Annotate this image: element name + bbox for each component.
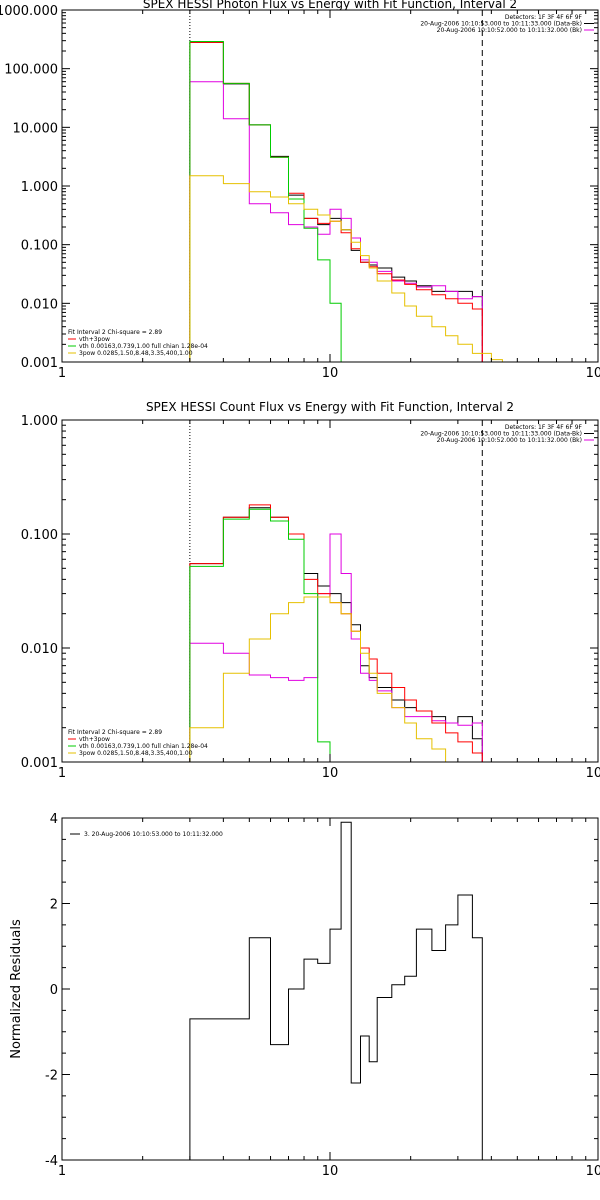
- y-tick-label: 0.010: [21, 297, 58, 312]
- y-tick-label: 0.001: [21, 756, 58, 771]
- fit-legend-text: 3pow 0.0285,1.50,8.48,3.35,400,1.00: [79, 350, 193, 357]
- series-line-4: [189, 508, 331, 762]
- y-tick-label: 0.100: [21, 239, 58, 254]
- y-tick-label: 0.010: [21, 642, 58, 657]
- chart-title: SPEX HESSI Photon Flux vs Energy with Fi…: [143, 0, 517, 11]
- residual-legend-text: 3. 20-Aug-2006 10:10:53.000 to 10:11:32.…: [84, 831, 223, 838]
- y-tick-label: -4: [45, 1154, 58, 1169]
- y-tick-label: 100.000: [4, 63, 58, 78]
- series-line-1: [189, 507, 483, 762]
- series-group: [189, 821, 483, 1160]
- info-legend-text: 20-Aug-2006 10:10:53.000 to 10:11:33.000…: [420, 21, 582, 28]
- series-line-1: [189, 821, 483, 1160]
- y-tick-label: 0.001: [21, 356, 58, 371]
- panel-1: SPEX HESSI Photon Flux vs Energy with Fi…: [0, 0, 600, 381]
- panel-3: 1 10 100 -4 -2 0 2 4 Normalized Residuals 3. 20-A…: [9, 812, 600, 1179]
- series-line-2: [189, 81, 483, 362]
- y-tick-label: 2: [50, 898, 58, 913]
- series-group: [189, 504, 483, 762]
- y-tick-label: 1.000: [21, 180, 58, 195]
- x-tick-label: 10: [322, 766, 339, 781]
- y-tick-label: -2: [45, 1069, 58, 1084]
- series-line-3: [189, 41, 483, 362]
- info-legend-text: 20-Aug-2006 10:10:53.000 to 10:11:33.000…: [420, 431, 582, 438]
- x-tick-label: 10: [322, 366, 339, 381]
- y-tick-label: 1.000: [21, 414, 58, 429]
- panel-2: SPEX HESSI Count Flux vs Energy with Fit…: [21, 400, 600, 781]
- axes-frame: [61, 817, 599, 1161]
- y-tick-label: 10.000: [13, 121, 59, 136]
- x-tick-label: 100: [586, 1164, 600, 1179]
- y-tick-label: 0: [50, 983, 58, 998]
- residual-legend: 3. 20-Aug-2006 10:10:53.000 to 10:11:32.…: [70, 831, 223, 838]
- series-line-4: [189, 41, 342, 362]
- fit-legend-text: 3pow 0.0285,1.50,8.48,3.35,400,1.00: [79, 750, 193, 757]
- chart-title: SPEX HESSI Count Flux vs Energy with Fit…: [146, 400, 514, 414]
- x-tick-label: 1: [58, 766, 66, 781]
- fit-legend-header: Fit Interval 2 Chi-square = 2.89: [68, 729, 162, 736]
- series-line-2: [189, 533, 483, 762]
- series-group: [189, 41, 503, 362]
- x-tick-label: 10: [322, 1164, 339, 1179]
- series-line-5: [189, 175, 503, 362]
- fit-legend: Fit Interval 2 Chi-square = 2.89vth+3pow…: [68, 329, 208, 357]
- fit-legend: Fit Interval 2 Chi-square = 2.89vth+3pow…: [68, 729, 208, 757]
- info-legend-text: 20-Aug-2006 10:10:52.000 to 10:11:32.000…: [437, 437, 582, 444]
- x-tick-label: 1: [58, 1164, 66, 1179]
- y-tick-label: 1000.000: [0, 4, 58, 19]
- y-tick-label: 0.100: [21, 528, 58, 543]
- x-tick-label: 1: [58, 366, 66, 381]
- fit-legend-text: vth+3pow: [79, 736, 110, 743]
- info-legend-text: Detectors: 1F 3F 4F 6F 9F: [505, 424, 583, 431]
- fit-legend-text: vth 0.00163,0.739,1.00 full chian 1.28e-…: [79, 743, 208, 750]
- x-tick-label: 100: [586, 766, 600, 781]
- y-axis-label: Normalized Residuals: [9, 919, 24, 1059]
- fit-legend-text: vth 0.00163,0.739,1.00 full chian 1.28e-…: [79, 343, 208, 350]
- series-line-5: [189, 596, 459, 762]
- x-tick-label: 100: [586, 366, 600, 381]
- series-line-3: [189, 504, 483, 762]
- fit-legend-text: vth+3pow: [79, 336, 110, 343]
- info-legend-text: 20-Aug-2006 10:10:52.000 to 10:11:32.000…: [437, 27, 582, 34]
- series-line-1: [189, 41, 483, 362]
- y-tick-label: 4: [50, 812, 58, 827]
- axes-frame: [61, 9, 599, 363]
- fit-legend-header: Fit Interval 2 Chi-square = 2.89: [68, 329, 162, 336]
- info-legend-text: Detectors: 1F 3F 4F 6F 9F: [505, 14, 583, 21]
